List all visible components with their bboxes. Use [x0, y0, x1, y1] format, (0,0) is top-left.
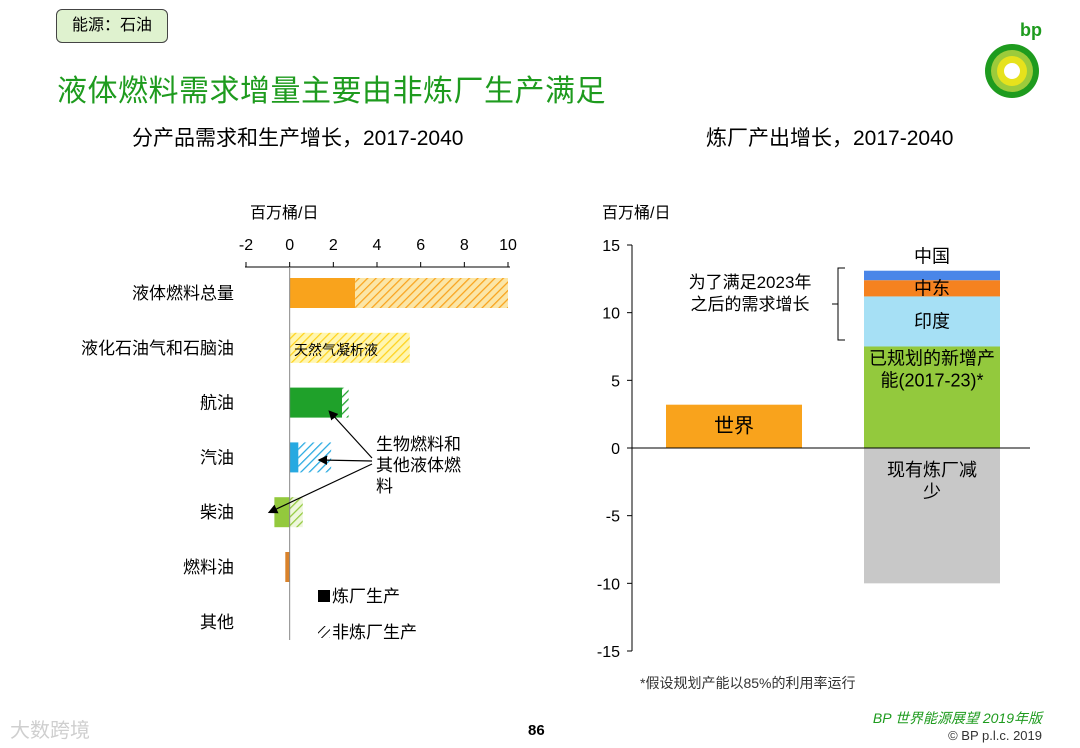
arrow-diesel — [267, 463, 373, 514]
left-bar-refinery — [274, 497, 290, 528]
left-bar-nonrefinery — [289, 332, 410, 363]
arrow-gasoline — [317, 455, 373, 465]
right-bar-segment — [864, 448, 1000, 584]
right-segment-label: 中国 — [914, 247, 950, 267]
right-y-tick-label: 10 — [602, 306, 620, 323]
brand-report: BP 世界能源展望 2019年版 — [872, 710, 1042, 726]
left-bars — [274, 278, 508, 582]
left-bar-refinery — [289, 442, 299, 473]
section-tag: 能源：石油 — [56, 9, 168, 43]
arrow-jet — [328, 410, 373, 459]
right-segment-label: 已规划的新增产能(2017-23)* — [869, 349, 995, 391]
right-y-tick-label: 5 — [611, 373, 620, 390]
left-x-tick-label: 10 — [499, 237, 517, 254]
watermark: 大数跨境 — [10, 720, 90, 742]
left-x-tick-label: 6 — [416, 237, 425, 254]
copyright: © BP p.l.c. 2019 — [948, 728, 1042, 743]
page-number: 86 — [528, 722, 545, 739]
left-x-tick-label: 0 — [285, 237, 294, 254]
right-chart-title: 炼厂产出增长，2017-2040 — [706, 127, 954, 150]
biofuels-annotation: 生物燃料和其他液体燃料 — [376, 435, 461, 496]
left-chart-title: 分产品需求和生产增长，2017-2040 — [132, 127, 464, 150]
left-bar-refinery — [289, 278, 356, 308]
bp-logo-text: bp — [1020, 20, 1042, 40]
page-title: 液体燃料需求增量主要由非炼厂生产满足 — [57, 75, 606, 108]
left-category-label: 航油 — [200, 394, 234, 413]
left-bar-refinery — [285, 552, 290, 582]
legend-label-refinery: 炼厂生产 — [332, 587, 400, 606]
left-bar-refinery — [289, 387, 343, 418]
right-segment-label: 现有炼厂减少 — [887, 460, 977, 502]
right-y-tick-label: 15 — [602, 238, 620, 255]
right-bar-segment — [864, 296, 1000, 347]
left-category-label: 液化石油气和石脑油 — [81, 339, 234, 358]
bp-logo-icon — [985, 44, 1039, 98]
left-category-label: 燃料油 — [183, 558, 234, 577]
footnote: *假设规划产能以85%的利用率运行 — [640, 675, 856, 691]
left-category-label: 液体燃料总量 — [132, 284, 234, 303]
left-bar-nonrefinery — [298, 442, 332, 473]
right-bars — [666, 270, 1000, 584]
left-bar-nonrefinery — [355, 278, 508, 308]
right-segment-label: 中东 — [914, 278, 950, 298]
right-y-tick-label: -5 — [606, 509, 620, 526]
left-category-label: 其他 — [200, 613, 234, 632]
left-bar-nonrefinery — [289, 497, 303, 528]
left-category-label: 汽油 — [200, 448, 234, 467]
left-x-tick-label: -2 — [239, 237, 253, 254]
right-bar-segment — [864, 270, 1000, 281]
legend-swatch-nonrefinery — [318, 626, 330, 638]
right-segment-label: 印度 — [914, 311, 950, 331]
ngl-annotation: 天然气凝析液 — [294, 342, 378, 358]
left-unit-label: 百万桶/日 — [250, 204, 318, 222]
right-unit-label: 百万桶/日 — [602, 204, 670, 222]
left-x-tick-label: 8 — [460, 237, 469, 254]
bracket-annotation: 为了满足2023年之后的需求增长 — [689, 273, 812, 314]
legend-swatch-refinery — [318, 590, 330, 602]
right-y-tick-label: 0 — [611, 441, 620, 458]
left-x-tick-label: 4 — [373, 237, 382, 254]
right-segment-label: 世界 — [714, 414, 754, 437]
left-category-label: 柴油 — [200, 503, 234, 522]
right-y-tick-label: -10 — [597, 576, 620, 593]
left-x-tick-label: 2 — [329, 237, 338, 254]
left-bar-nonrefinery — [342, 387, 349, 418]
legend-label-nonrefinery: 非炼厂生产 — [332, 623, 417, 642]
left-x-ticks: -2 0 2 4 6 8 10 — [239, 237, 517, 267]
right-y-tick-label: -15 — [597, 644, 620, 661]
right-bar-segment — [864, 280, 1000, 297]
bracket — [832, 267, 845, 341]
right-bar-segment — [864, 346, 1000, 448]
right-bar-segment — [666, 404, 802, 448]
right-y-ticks: 15 10 5 0 -5 -10 -15 — [597, 238, 632, 661]
